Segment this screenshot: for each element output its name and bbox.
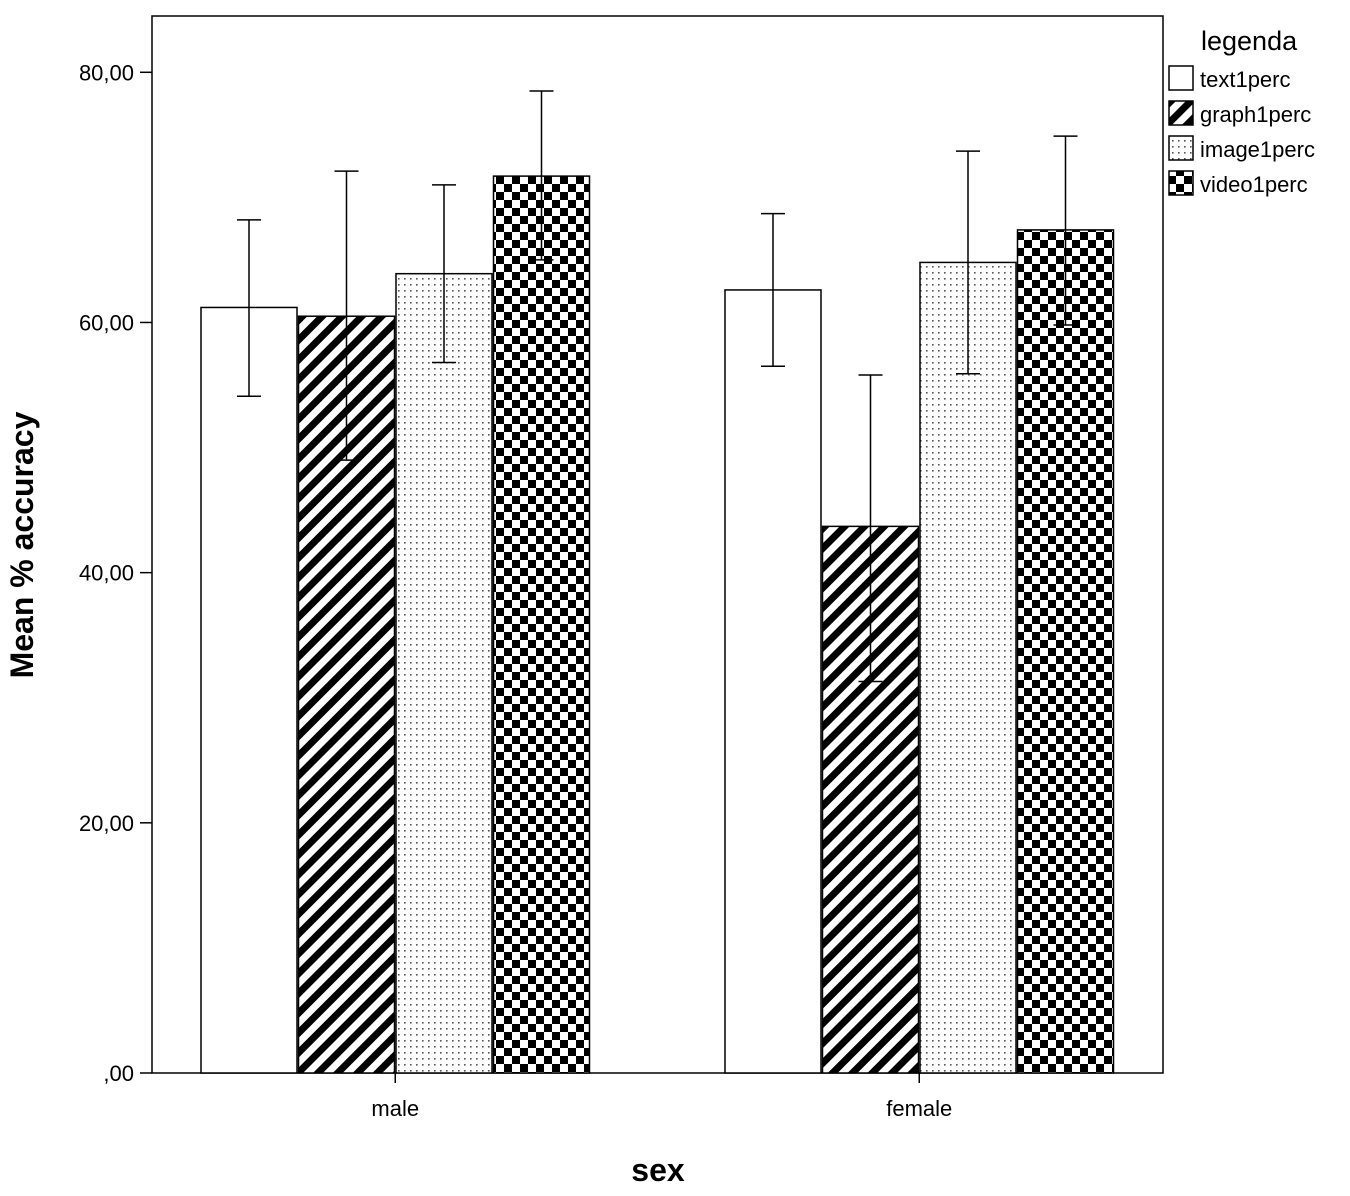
legend-label: graph1perc: [1200, 102, 1311, 127]
y-tick-label: 40,00: [79, 561, 134, 586]
y-tick-label: 20,00: [79, 811, 134, 836]
bar-video1perc-male: [492, 175, 591, 1074]
error-bar-text1perc-female: [761, 212, 785, 367]
error-bar-video1perc-male: [529, 90, 554, 261]
x-axis-title: sex: [631, 1152, 685, 1188]
bar-video1perc-female: [1016, 229, 1115, 1074]
error-bar-graph1perc-male: [334, 170, 359, 461]
bar-image1perc-male: [395, 272, 493, 1074]
bar-image1perc-female: [919, 261, 1017, 1074]
legend-item-image1perc: image1perc: [1168, 135, 1315, 162]
y-tick-label: ,00: [103, 1061, 134, 1086]
legend-item-video1perc: video1perc: [1168, 170, 1308, 197]
legend-label: video1perc: [1200, 172, 1308, 197]
x-tick-label: male: [371, 1096, 419, 1121]
error-bar-graph1perc-female: [858, 374, 883, 683]
legend-item-graph1perc: graph1perc: [1168, 100, 1311, 127]
y-tick-label: 60,00: [79, 310, 134, 335]
error-bar-image1perc-female: [956, 150, 980, 375]
y-tick-label: 80,00: [79, 60, 134, 85]
bars-layer: [200, 175, 1115, 1074]
legend-swatch: [1168, 135, 1194, 161]
bar-text1perc-female: [724, 289, 822, 1074]
y-axis: ,00 20,00 40,00 60,00 80,00: [79, 60, 152, 1086]
legend-label: image1perc: [1200, 137, 1315, 162]
legend-item-text1perc: text1perc: [1168, 65, 1291, 92]
bar-text1perc-male: [200, 306, 298, 1074]
legend-title: legenda: [1201, 26, 1298, 56]
legend-items: text1perc graph1perc image1perc video1perc: [1168, 65, 1315, 197]
legend: legenda text1perc graph1perc image1perc vid…: [1168, 26, 1315, 197]
legend-label: text1perc: [1200, 67, 1291, 92]
legend-swatch: [1168, 170, 1194, 196]
legend-swatch: [1168, 100, 1194, 126]
y-axis-title: Mean % accuracy: [4, 411, 40, 678]
legend-swatch: [1168, 65, 1194, 91]
x-tick-label: female: [886, 1096, 952, 1121]
error-bar-text1perc-male: [237, 219, 261, 398]
error-bar-video1perc-female: [1053, 135, 1078, 326]
x-axis: male female: [371, 1073, 952, 1121]
error-bar-image1perc-male: [432, 184, 456, 364]
error-bars-layer: [237, 90, 1078, 683]
